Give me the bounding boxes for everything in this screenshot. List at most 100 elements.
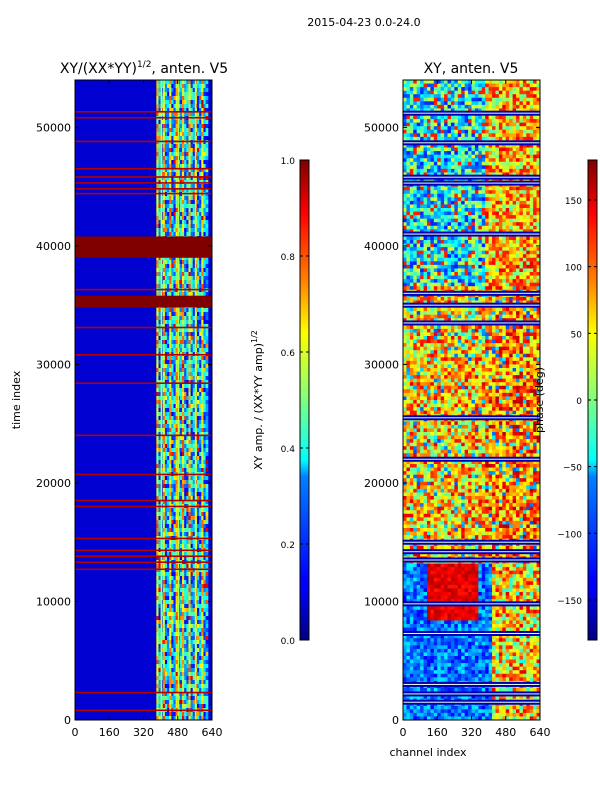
amplitude-cell <box>173 492 177 497</box>
amplitude-cell <box>173 268 177 273</box>
amplitude-cell <box>164 528 168 533</box>
amplitude-cell <box>184 320 187 325</box>
amplitude-cell <box>201 644 205 649</box>
phase-cell <box>416 154 421 159</box>
phase-cell <box>474 101 479 106</box>
amplitude-cell <box>199 316 202 321</box>
amplitude-cell <box>205 640 209 645</box>
amplitude-cell <box>173 312 177 317</box>
amplitude-cell <box>190 648 194 653</box>
phase-cell <box>420 126 425 131</box>
phase-cell <box>468 133 473 138</box>
amplitude-cell <box>182 608 185 613</box>
amplitude-cell <box>203 404 207 409</box>
amplitude-cell <box>203 176 207 181</box>
amplitude-cell <box>199 148 202 153</box>
amplitude-cell <box>203 92 207 97</box>
phase-cell <box>526 104 531 110</box>
amplitude-cell <box>173 568 177 573</box>
amplitude-cell <box>167 704 170 709</box>
amplitude-cell <box>173 104 177 109</box>
phase-cell <box>502 154 507 159</box>
amplitude-cell <box>201 356 205 361</box>
phase-cell <box>526 90 531 95</box>
amplitude-cell <box>184 208 187 213</box>
amplitude-cell <box>162 444 166 449</box>
amplitude-cell <box>179 644 183 649</box>
amplitude-cell <box>169 164 172 169</box>
amplitude-cell <box>164 136 168 141</box>
amplitude-cell <box>205 148 209 153</box>
amplitude-cell <box>179 408 183 413</box>
amplitude-cell <box>173 336 177 341</box>
amplitude-cell <box>192 596 196 601</box>
amplitude-cell <box>158 500 162 505</box>
amplitude-cell <box>173 420 177 425</box>
amplitude-cell <box>186 716 190 720</box>
amplitude-cell <box>162 656 166 661</box>
amplitude-cell <box>173 620 177 625</box>
amplitude-cell <box>199 452 202 457</box>
amplitude-cell <box>197 196 200 201</box>
amplitude-cell <box>201 140 205 145</box>
amplitude-cell <box>205 292 209 297</box>
amplitude-cell <box>158 120 162 125</box>
phase-cell <box>447 154 452 159</box>
amplitude-cell <box>203 620 207 625</box>
phase-cell <box>526 133 531 138</box>
amplitude-cell <box>203 712 207 717</box>
phase-cell <box>471 90 476 95</box>
amplitude-cell <box>167 424 170 429</box>
phase-cell <box>450 104 455 110</box>
amplitude-cell <box>156 516 160 521</box>
amplitude-cell <box>203 692 207 697</box>
amplitude-cell <box>167 524 170 529</box>
amplitude-cell <box>173 532 177 537</box>
amplitude-cell <box>199 376 202 381</box>
amplitude-cell <box>156 576 160 581</box>
amplitude-cell <box>167 644 170 649</box>
amplitude-cell <box>203 328 207 333</box>
amplitude-cell <box>175 216 179 221</box>
amplitude-cell <box>179 700 183 705</box>
amplitude-cell <box>171 232 175 237</box>
amplitude-cell <box>164 468 168 473</box>
amplitude-cell <box>188 568 192 573</box>
amplitude-cell <box>164 404 168 409</box>
amplitude-cell <box>188 656 192 661</box>
amplitude-cell <box>197 540 200 545</box>
phase-cell <box>512 122 517 127</box>
amplitude-cell <box>162 476 166 481</box>
amplitude-cell <box>156 168 160 173</box>
amplitude-cell <box>190 392 194 397</box>
amplitude-cell <box>162 228 166 233</box>
amplitude-cell <box>188 136 192 141</box>
amplitude-cell <box>186 156 190 161</box>
amplitude-cell <box>173 672 177 677</box>
phase-cell <box>406 151 411 156</box>
phase-cell <box>526 158 531 163</box>
amplitude-cell <box>162 396 166 401</box>
amplitude-cell <box>175 716 179 720</box>
amplitude-cell <box>171 668 175 673</box>
phase-cell <box>444 126 449 131</box>
phase-cell <box>461 144 466 149</box>
amplitude-cell <box>197 88 200 93</box>
phase-cell <box>474 108 479 113</box>
phase-cell <box>526 122 531 127</box>
amplitude-cell <box>158 216 162 221</box>
phase-cell <box>423 144 428 149</box>
amplitude-cell <box>203 124 207 129</box>
amplitude-cell <box>184 280 187 285</box>
amplitude-cell <box>158 208 162 213</box>
phase-cell <box>444 136 449 142</box>
amplitude-cell <box>158 556 162 561</box>
amplitude-cell <box>203 640 207 645</box>
amplitude-cell <box>190 412 194 417</box>
amplitude-cell <box>190 364 194 369</box>
amplitude-cell <box>167 264 170 269</box>
phase-cell <box>519 144 524 149</box>
amplitude-cell <box>182 512 185 517</box>
phase-cell <box>495 97 500 102</box>
amplitude-cell <box>188 412 192 417</box>
